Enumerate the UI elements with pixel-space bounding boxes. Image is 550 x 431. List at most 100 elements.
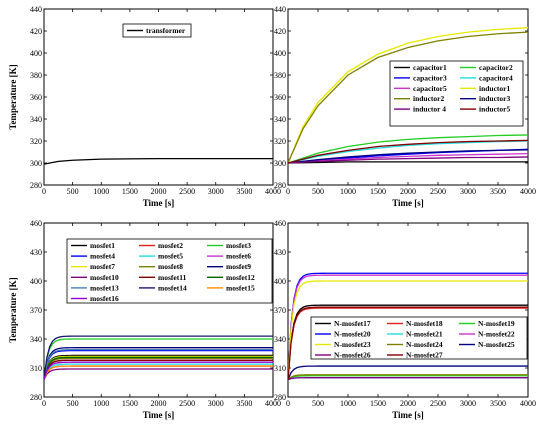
legend-label: mosfet9 xyxy=(226,262,251,271)
series-line xyxy=(44,338,273,380)
legend-label: capacitor1 xyxy=(413,63,447,72)
y-tick-label: 300 xyxy=(30,159,42,168)
series-line xyxy=(44,365,273,380)
legend-label: N-mosfet22 xyxy=(478,330,515,339)
series-group xyxy=(44,335,273,380)
legend-label: capacitor5 xyxy=(413,84,447,93)
legend-label: mosfet6 xyxy=(226,252,251,261)
series-line xyxy=(44,363,273,380)
chart-panel-2: 0 500 1000 1500 2000 2500 3000 3500 4000 280 300 32… xyxy=(274,5,536,208)
x-tick-label: 2000 xyxy=(151,187,167,196)
legend-label: mosfet4 xyxy=(90,252,115,261)
x-axis-label: Time [s] xyxy=(392,198,424,208)
x-tick-label: 3000 xyxy=(208,187,224,196)
y-tick-label: 440 xyxy=(30,5,42,14)
legend-box xyxy=(122,23,192,38)
y-tick-label: 360 xyxy=(30,93,42,102)
series-line xyxy=(44,361,273,380)
x-tick-label: 4000 xyxy=(520,399,536,408)
series-line xyxy=(288,149,528,164)
legend-label: N-mosfet25 xyxy=(478,340,515,349)
legend-label: mosfet5 xyxy=(158,252,183,261)
y-tick-label: 460 xyxy=(30,219,42,228)
legend-label: N-mosfet27 xyxy=(406,351,443,360)
legend-label: inductor3 xyxy=(479,94,511,103)
x-tick-label: 1500 xyxy=(122,187,138,196)
series-line xyxy=(288,280,528,380)
legend-label: transformer xyxy=(146,26,186,35)
legend-label: mosfet2 xyxy=(158,241,183,250)
legend-label: mosfet16 xyxy=(90,294,119,303)
x-tick-label: 4000 xyxy=(520,187,536,196)
y-tick-label: 370 xyxy=(274,306,286,315)
series-line xyxy=(44,335,273,380)
y-tick-label: 280 xyxy=(274,181,286,190)
series-line xyxy=(44,368,273,380)
legend-label: mosfet7 xyxy=(90,262,115,271)
series-line xyxy=(288,139,528,164)
plot-frame xyxy=(287,222,529,398)
series-line xyxy=(44,157,273,165)
legend-label: mosfet1 xyxy=(90,241,115,250)
legend-label: mosfet10 xyxy=(90,273,119,282)
series-line xyxy=(44,356,273,380)
y-tick-label: 340 xyxy=(274,335,286,344)
y-tick-label: 400 xyxy=(274,49,286,58)
x-tick-label: 2500 xyxy=(430,187,446,196)
y-tick-label: 400 xyxy=(30,49,42,58)
y-tick-label: 400 xyxy=(274,277,286,286)
x-tick-label: 1500 xyxy=(370,187,386,196)
x-axis-label: Time [s] xyxy=(143,198,175,208)
y-tick-label: 420 xyxy=(274,27,286,36)
series-group xyxy=(288,27,528,164)
legend-label: capacitor2 xyxy=(479,63,513,72)
y-tick-label: 280 xyxy=(30,181,42,190)
x-tick-label: 2000 xyxy=(151,399,167,408)
y-tick-label: 370 xyxy=(30,306,42,315)
series-line xyxy=(288,375,528,381)
y-axis-label: Temperature [K] xyxy=(8,64,18,129)
x-tick-label: 1500 xyxy=(370,399,386,408)
x-tick-label: 0 xyxy=(286,187,290,196)
x-tick-label: 3500 xyxy=(236,399,252,408)
x-tick-label: 500 xyxy=(312,187,324,196)
x-axis-label: Time [s] xyxy=(143,410,175,420)
y-tick-label: 380 xyxy=(274,71,286,80)
legend: capacitor1 capacitor2 capacitor3 capacitor4… xyxy=(389,60,524,127)
legend-label: inductor 4 xyxy=(413,105,446,114)
y-tick-label: 340 xyxy=(274,115,286,124)
x-tick-label: 2500 xyxy=(179,187,195,196)
legend-label: mosfet8 xyxy=(158,262,183,271)
series-line xyxy=(288,140,528,164)
series-group xyxy=(44,157,273,165)
series-line xyxy=(288,304,528,380)
series-line xyxy=(44,357,273,380)
x-tick-label: 500 xyxy=(67,187,79,196)
series-line xyxy=(288,374,528,381)
y-tick-label: 280 xyxy=(30,393,42,402)
series-line xyxy=(288,156,528,164)
legend-label: N-mosfet24 xyxy=(406,340,443,349)
legend-box xyxy=(310,316,528,360)
y-tick-label: 340 xyxy=(30,335,42,344)
legend-label: N-mosfet23 xyxy=(334,340,371,349)
x-tick-label: 3000 xyxy=(208,399,224,408)
series-line xyxy=(288,161,528,164)
y-tick-label: 400 xyxy=(30,277,42,286)
series-line xyxy=(44,347,273,380)
series-line xyxy=(44,348,273,380)
legend: transformer xyxy=(122,23,192,38)
legend-label: mosfet3 xyxy=(226,241,251,250)
chart-panel-3: 0 500 1000 1500 2000 2500 3000 3500 4000 280 310 34… xyxy=(8,219,281,420)
legend-label: inductor2 xyxy=(413,94,445,103)
legend-label: N-mosfet26 xyxy=(334,351,371,360)
series-group xyxy=(288,272,528,381)
legend-label: mosfet13 xyxy=(90,283,119,292)
series-line xyxy=(44,349,273,380)
y-tick-label: 320 xyxy=(30,137,42,146)
legend-label: inductor5 xyxy=(479,105,511,114)
y-tick-label: 420 xyxy=(30,27,42,36)
x-tick-label: 0 xyxy=(42,187,46,196)
